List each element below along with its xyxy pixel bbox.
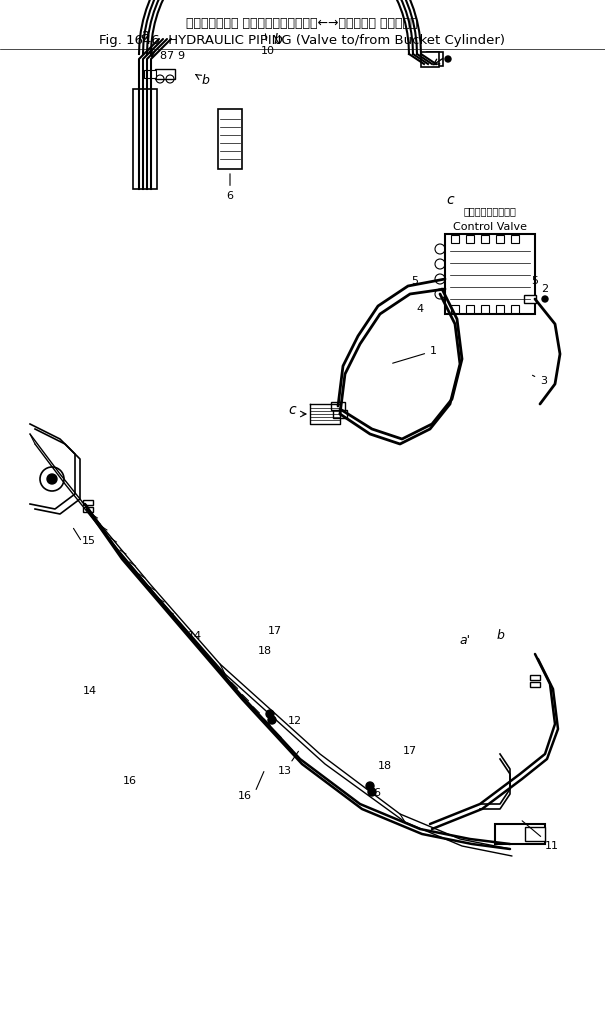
- Bar: [83, 507, 93, 511]
- Text: 18: 18: [258, 646, 272, 656]
- Text: Fig. 1646  HYDRAULIC PIPING (Valve to/from Bucket Cylinder): Fig. 1646 HYDRAULIC PIPING (Valve to/fro…: [99, 34, 505, 47]
- Bar: [155, 69, 175, 79]
- Text: 1: 1: [393, 346, 437, 363]
- Bar: [525, 827, 545, 841]
- Text: 5: 5: [532, 276, 538, 286]
- Text: b: b: [496, 629, 504, 642]
- Bar: [218, 108, 242, 169]
- Bar: [427, 52, 443, 66]
- Text: 8: 8: [160, 51, 166, 61]
- Bar: [421, 52, 439, 67]
- Bar: [445, 234, 535, 314]
- Text: 18: 18: [378, 760, 392, 771]
- Bar: [466, 235, 474, 243]
- Bar: [495, 824, 545, 844]
- Text: 12: 12: [288, 716, 302, 726]
- Text: 9: 9: [177, 51, 185, 61]
- Text: コントロールバルブ: コントロールバルブ: [463, 206, 517, 216]
- Bar: [481, 305, 489, 313]
- Text: 14: 14: [188, 631, 202, 641]
- Bar: [481, 235, 489, 243]
- Text: 17: 17: [268, 626, 282, 636]
- Text: 11: 11: [522, 820, 559, 851]
- Bar: [333, 410, 347, 418]
- Text: 17: 17: [403, 746, 417, 756]
- Text: 2: 2: [541, 284, 549, 294]
- Text: 16: 16: [123, 776, 137, 786]
- Text: c: c: [446, 193, 454, 207]
- Circle shape: [268, 716, 276, 724]
- Circle shape: [266, 710, 274, 718]
- Text: 14: 14: [83, 686, 97, 696]
- Bar: [331, 402, 345, 410]
- Text: a: a: [141, 28, 149, 42]
- Text: 4: 4: [416, 304, 423, 314]
- Circle shape: [542, 296, 548, 302]
- Text: 3: 3: [532, 375, 547, 386]
- Text: c: c: [288, 403, 296, 417]
- Bar: [511, 235, 519, 243]
- Bar: [83, 500, 93, 505]
- Text: 16: 16: [238, 791, 252, 801]
- Text: b: b: [196, 74, 209, 87]
- Bar: [466, 305, 474, 313]
- Bar: [451, 305, 459, 313]
- Circle shape: [366, 782, 374, 790]
- Text: 13: 13: [278, 751, 298, 776]
- Text: 15: 15: [82, 536, 96, 546]
- Text: 10: 10: [261, 33, 275, 56]
- Text: a': a': [460, 634, 471, 647]
- Text: 6: 6: [226, 173, 234, 201]
- Bar: [524, 295, 536, 303]
- Bar: [511, 305, 519, 313]
- Circle shape: [47, 474, 57, 484]
- Bar: [530, 674, 540, 679]
- Text: ハイドロリック パイピング（バルブ　←→　バケット シリンダ）: ハイドロリック パイピング（バルブ ←→ バケット シリンダ）: [186, 17, 417, 30]
- Bar: [496, 235, 504, 243]
- Text: 16: 16: [368, 788, 382, 798]
- Text: b: b: [273, 33, 283, 47]
- Text: 7: 7: [166, 51, 174, 61]
- Bar: [496, 305, 504, 313]
- Circle shape: [368, 788, 376, 796]
- Text: 5: 5: [411, 276, 419, 286]
- Bar: [144, 70, 156, 78]
- Bar: [133, 89, 157, 189]
- Bar: [530, 681, 540, 686]
- Text: Control Valve: Control Valve: [453, 222, 527, 232]
- Circle shape: [445, 56, 451, 62]
- Bar: [451, 235, 459, 243]
